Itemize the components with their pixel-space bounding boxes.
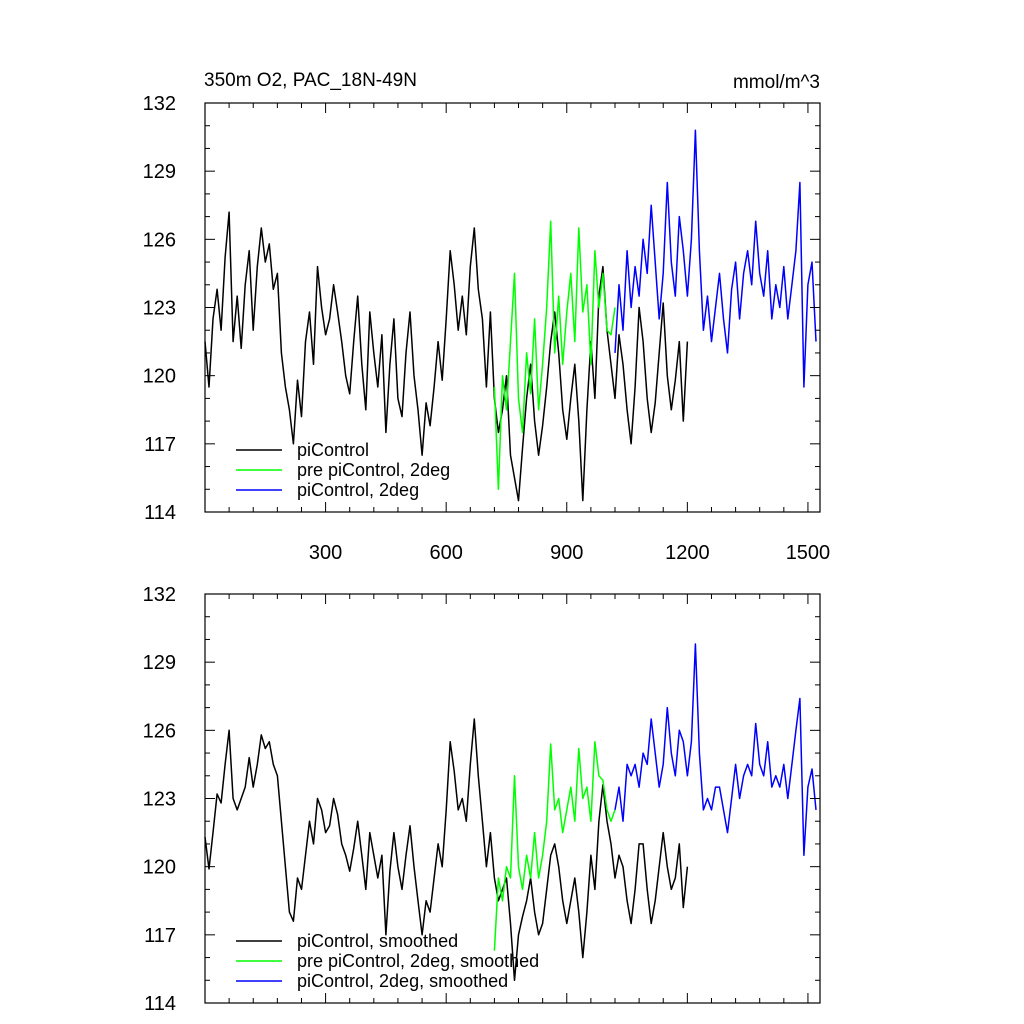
bottom-series-layer bbox=[204, 643, 817, 982]
top-xtick-label: 1500 bbox=[786, 542, 831, 564]
bottom-series-line-1 bbox=[493, 740, 616, 951]
bottom-panel: 114 117 120 123 126 129 132 piControl, smoothe… bbox=[143, 584, 821, 1015]
top-series-layer bbox=[204, 129, 817, 502]
top-ytick-label: 129 bbox=[143, 161, 176, 183]
bottom-ytick-label: 132 bbox=[143, 584, 176, 606]
top-ticks bbox=[205, 102, 820, 513]
top-ytick-label: 126 bbox=[143, 229, 176, 251]
top-panel: 114 117 120 123 126 129 132 300 600 900 1200 1500 p… bbox=[143, 93, 831, 564]
top-tick-labels: 114 117 120 123 126 129 132 300 600 900 1200 1500 bbox=[143, 93, 831, 564]
bottom-legend-label-0: piControl, smoothed bbox=[297, 931, 458, 951]
top-legend-label-2: piControl, 2deg bbox=[297, 480, 419, 500]
bottom-ytick-label: 114 bbox=[144, 993, 176, 1015]
bottom-ytick-label: 126 bbox=[143, 720, 176, 742]
top-xtick-label: 900 bbox=[550, 542, 583, 564]
top-legend-label-0: piControl bbox=[297, 440, 369, 460]
bottom-legend-label-1: pre piControl, 2deg, smoothed bbox=[297, 951, 539, 971]
bottom-ticks bbox=[205, 593, 820, 1004]
bottom-ytick-label: 117 bbox=[144, 925, 176, 947]
top-ytick-label: 123 bbox=[143, 298, 176, 320]
top-series-line-2 bbox=[614, 129, 817, 388]
bottom-ytick-label: 129 bbox=[143, 652, 176, 674]
bottom-tick-labels: 114 117 120 123 126 129 132 bbox=[143, 584, 176, 1015]
top-xtick-label: 300 bbox=[309, 542, 342, 564]
bottom-ytick-label: 123 bbox=[143, 789, 176, 811]
units-label: mmol/m^3 bbox=[733, 72, 820, 93]
top-legend-label-1: pre piControl, 2deg bbox=[297, 460, 450, 480]
top-xtick-label: 600 bbox=[429, 542, 462, 564]
bottom-ytick-label: 120 bbox=[143, 857, 176, 879]
bottom-series-line-0 bbox=[204, 718, 689, 982]
top-xtick-label: 1200 bbox=[665, 542, 710, 564]
top-ytick-label: 117 bbox=[144, 434, 176, 456]
top-ytick-label: 132 bbox=[143, 93, 176, 115]
bottom-series-line-2 bbox=[614, 643, 817, 857]
top-series-line-1 bbox=[493, 220, 616, 491]
top-series-line-0 bbox=[204, 211, 689, 502]
top-ytick-label: 114 bbox=[144, 502, 176, 524]
bottom-legend-label-2: piControl, 2deg, smoothed bbox=[297, 971, 508, 991]
top-ytick-label: 120 bbox=[143, 366, 176, 388]
chart-title: 350m O2, PAC_18N-49N bbox=[204, 70, 417, 91]
